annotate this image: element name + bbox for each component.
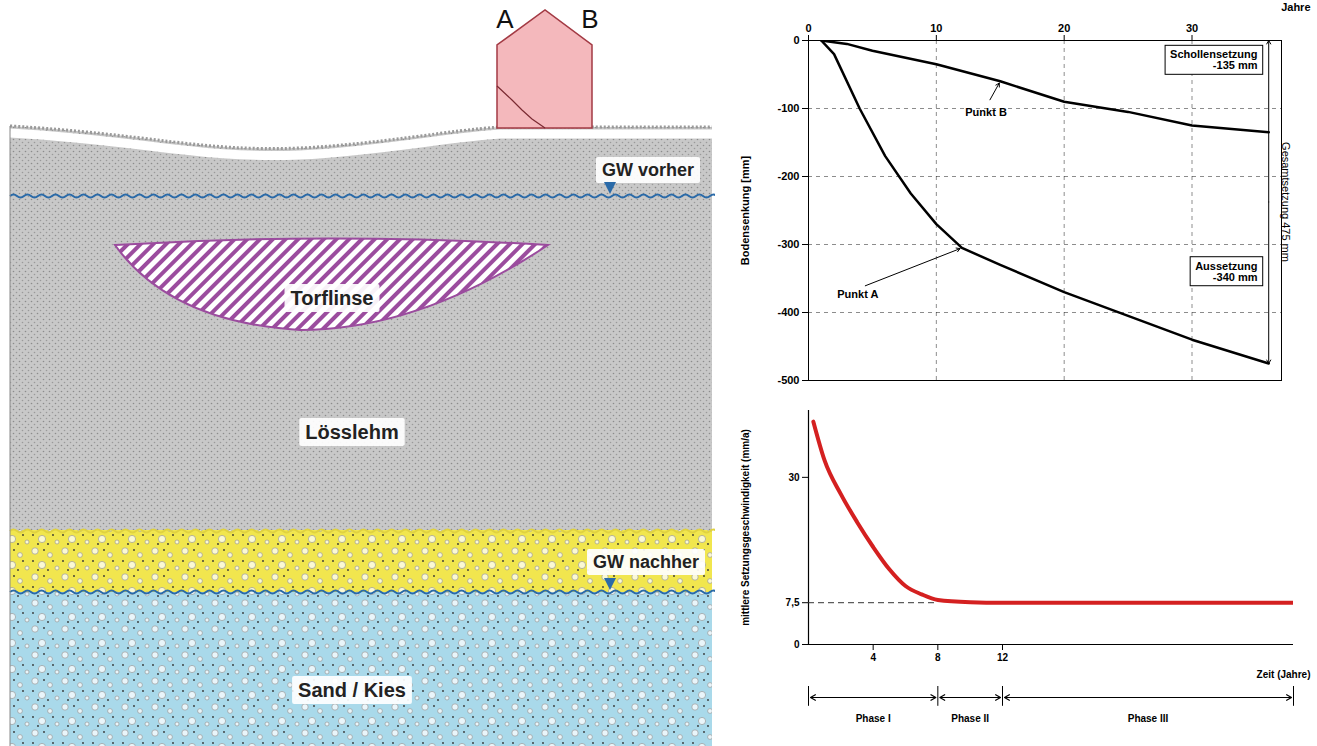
svg-text:Punkt B: Punkt B xyxy=(965,106,1007,118)
svg-text:Schollensetzung-135 mm: Schollensetzung-135 mm xyxy=(1170,48,1258,71)
svg-text:7,5: 7,5 xyxy=(786,597,800,608)
svg-text:10: 10 xyxy=(930,22,942,34)
svg-text:0: 0 xyxy=(793,34,799,46)
svg-text:30: 30 xyxy=(788,472,800,483)
svg-text:Phase III: Phase III xyxy=(1128,713,1169,724)
svg-text:Bodensenkung [mm]: Bodensenkung [mm] xyxy=(739,155,751,265)
svg-text:4: 4 xyxy=(870,652,876,663)
svg-text:12: 12 xyxy=(997,652,1009,663)
svg-text:8: 8 xyxy=(935,652,941,663)
svg-text:Sand / Kies: Sand / Kies xyxy=(298,679,406,701)
svg-text:B: B xyxy=(581,4,598,34)
svg-text:Jahre: Jahre xyxy=(1281,1,1310,13)
svg-text:-400: -400 xyxy=(777,306,799,318)
svg-text:A: A xyxy=(496,4,514,34)
svg-text:Phase II: Phase II xyxy=(951,713,989,724)
svg-text:Zeit (Jahre): Zeit (Jahre) xyxy=(1257,669,1311,680)
svg-text:30: 30 xyxy=(1186,22,1198,34)
svg-text:GW nachher: GW nachher xyxy=(593,552,699,572)
svg-text:GW vorher: GW vorher xyxy=(602,160,694,180)
svg-text:Torflinse: Torflinse xyxy=(291,287,374,309)
svg-text:Aussetzung-340 mm: Aussetzung-340 mm xyxy=(1195,260,1258,283)
svg-text:Gesamtsetzung 475 mm: Gesamtsetzung 475 mm xyxy=(1280,142,1292,262)
svg-text:Punkt A: Punkt A xyxy=(837,288,878,300)
svg-text:20: 20 xyxy=(1058,22,1070,34)
svg-text:-500: -500 xyxy=(777,374,799,386)
svg-text:0: 0 xyxy=(805,22,811,34)
svg-text:-100: -100 xyxy=(777,102,799,114)
svg-text:-200: -200 xyxy=(777,170,799,182)
svg-text:0: 0 xyxy=(794,639,800,650)
svg-text:Lösslehm: Lösslehm xyxy=(305,421,398,443)
svg-text:mittlere Setzungsgeschwindigke: mittlere Setzungsgeschwindigkeit (mm/a) xyxy=(740,429,751,626)
svg-text:Phase I: Phase I xyxy=(856,713,891,724)
svg-text:-300: -300 xyxy=(777,238,799,250)
